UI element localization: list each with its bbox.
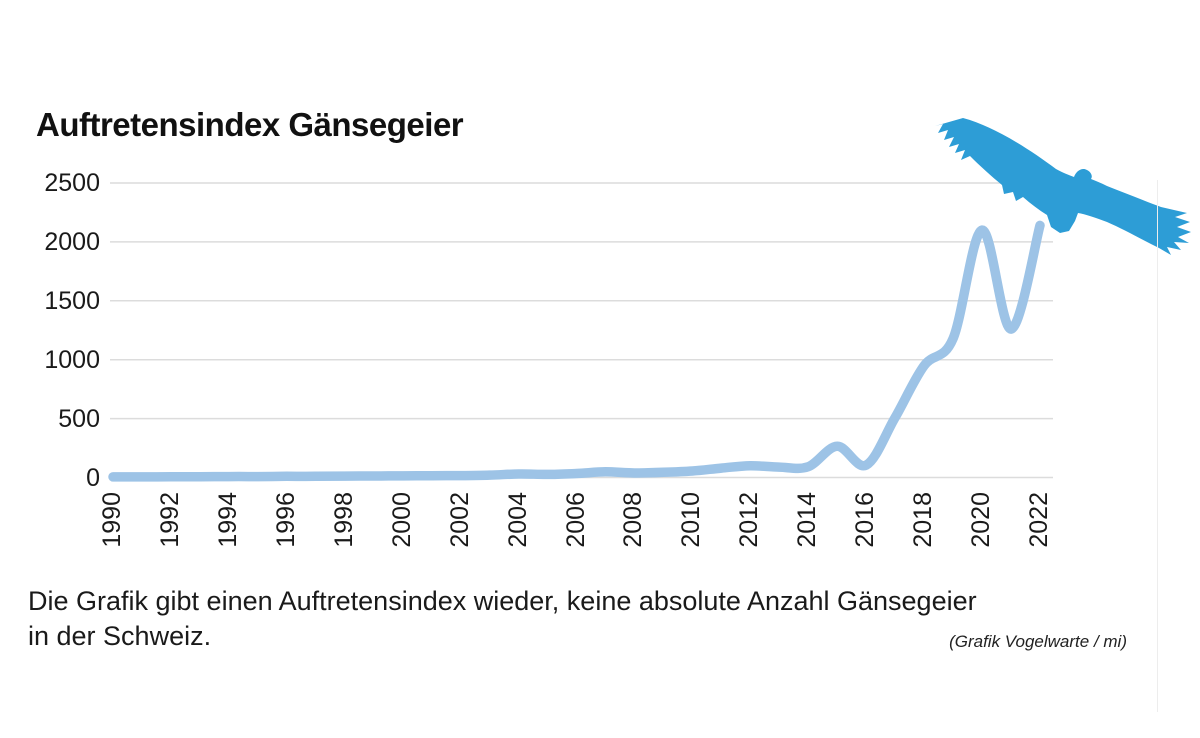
credit-text: (Grafik Vogelwarte / mi) (949, 632, 1127, 651)
x-tick-label: 2002 (445, 492, 474, 548)
x-tick-label: 2010 (677, 492, 706, 548)
x-tick-label: 2008 (619, 492, 648, 548)
x-tick-label: 1998 (329, 492, 358, 548)
x-tick-label: 2018 (909, 492, 938, 548)
y-tick-label: 2500 (44, 169, 100, 197)
vulture-icon (935, 118, 1191, 255)
x-tick-label: 2000 (387, 492, 416, 548)
x-tick-label: 2004 (503, 492, 532, 548)
x-tick-label: 2012 (735, 492, 764, 548)
caption-line-1: Die Grafik gibt einen Auftretensindex wi… (28, 586, 977, 616)
x-tick-label: 2020 (967, 492, 996, 548)
caption: Die Grafik gibt einen Auftretensindex wi… (28, 584, 1118, 654)
x-tick-label: 1994 (213, 492, 242, 548)
y-tick-label: 500 (58, 404, 100, 433)
y-tick-label: 1500 (44, 286, 100, 315)
x-tick-label: 2016 (851, 492, 880, 548)
x-tick-label: 1992 (155, 492, 184, 548)
x-tick-label: 2014 (793, 492, 822, 548)
x-tick-label: 1990 (98, 492, 126, 548)
y-tick-label: 0 (86, 463, 100, 492)
image-edge-divider (1157, 180, 1158, 712)
x-tick-label: 2006 (561, 492, 590, 548)
y-tick-label: 2000 (44, 227, 100, 256)
chart-title: Auftretensindex Gänsegeier (36, 106, 464, 143)
x-tick-label: 2022 (1025, 492, 1054, 548)
x-tick-label: 1996 (271, 492, 300, 548)
caption-line-2: in der Schweiz. (28, 621, 212, 651)
y-tick-label: 1000 (44, 345, 100, 374)
index-line-series (108, 220, 1045, 482)
